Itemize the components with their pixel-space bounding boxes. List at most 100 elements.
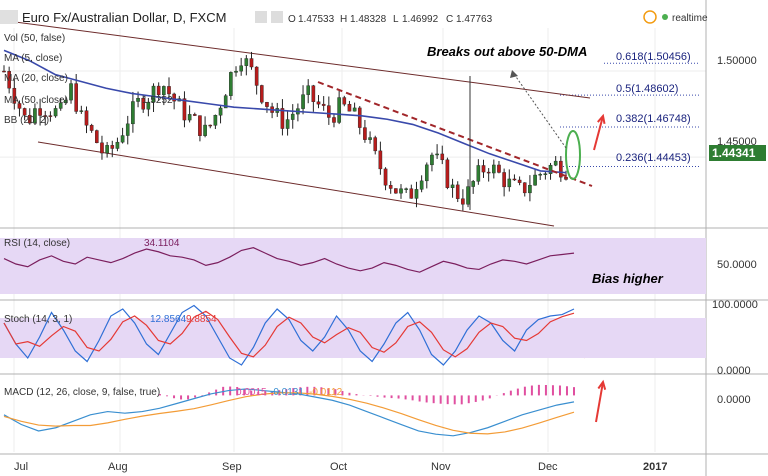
candle-body xyxy=(249,58,254,68)
candle-body xyxy=(481,165,486,173)
candle-body xyxy=(512,178,517,181)
candle-body xyxy=(461,198,465,205)
candle-body xyxy=(311,85,316,102)
fib-0382-label: 0.382(1.46748) xyxy=(616,113,691,125)
candle-body xyxy=(12,87,17,104)
candle-body xyxy=(414,189,419,199)
rsi-band xyxy=(0,238,706,294)
breakout-annotation: Breaks out above 50-DMA xyxy=(427,44,587,59)
rsi-value: 34.1104 xyxy=(144,238,180,249)
red-arrow-0 xyxy=(593,115,604,151)
candle-body xyxy=(502,172,506,188)
stoch-pane xyxy=(0,304,706,366)
stoch-label[interactable]: Stoch (14, 3, 1) xyxy=(4,314,72,325)
candle-body xyxy=(327,105,331,118)
candle-body xyxy=(357,107,362,128)
stoch-k-value: 12.8564 xyxy=(150,314,187,325)
macd-label[interactable]: MACD (12, 26, close, 9, false, true) xyxy=(4,387,160,398)
candle-body xyxy=(419,180,424,190)
candle-body xyxy=(337,97,341,123)
ind-ma5[interactable]: MA (5, close) xyxy=(4,53,62,64)
candle-body xyxy=(564,176,568,180)
candle-body xyxy=(156,85,161,96)
candle-body xyxy=(559,160,563,178)
candle-body xyxy=(476,165,481,182)
breakout-pointer xyxy=(513,73,567,149)
fib-levels xyxy=(560,62,700,168)
time-tick-2017: 2017 xyxy=(643,461,667,473)
last-price: 1.44341 xyxy=(712,146,756,160)
alert-icon[interactable] xyxy=(643,10,657,24)
candle-body xyxy=(43,115,48,117)
candle-body xyxy=(84,110,89,126)
candle-body xyxy=(187,114,192,121)
price-pane xyxy=(0,19,700,423)
candle-body xyxy=(229,72,233,96)
settings-icon[interactable] xyxy=(271,11,283,23)
candle-body xyxy=(208,124,213,127)
c-value: 1.47763 xyxy=(456,14,493,25)
price-tick-150: 1.50000 xyxy=(717,55,757,67)
candle-body xyxy=(136,97,140,102)
time-tick-jul: Jul xyxy=(14,461,28,473)
ind-ma50[interactable]: MA (50, close) xyxy=(4,95,68,106)
channel-lower xyxy=(37,141,555,227)
candle-body xyxy=(95,130,99,144)
stoch-tick-100: 100.0000 xyxy=(712,299,758,311)
candle-body xyxy=(548,164,553,174)
fib-05-label: 0.5(1.48602) xyxy=(616,83,678,95)
candle-body xyxy=(115,141,120,149)
candle-body xyxy=(22,108,27,116)
candle-body xyxy=(316,101,321,105)
candle-body xyxy=(507,178,512,188)
candle-body xyxy=(301,94,305,109)
ind-bb[interactable]: BB (20, 2) xyxy=(4,115,49,126)
h-value: 1.48328 xyxy=(350,14,387,25)
ind-vol[interactable]: Vol (50, false) xyxy=(4,33,65,44)
candle-body xyxy=(378,150,383,170)
breakout-pointer-head xyxy=(510,70,518,78)
candle-body xyxy=(388,185,393,189)
collapse-icon[interactable] xyxy=(0,10,18,24)
candle-body xyxy=(110,145,115,149)
stoch-k-line xyxy=(3,304,575,366)
candle-body xyxy=(368,137,372,140)
time-tick-aug: Aug xyxy=(108,461,128,473)
candle-body xyxy=(492,164,496,174)
candle-body xyxy=(332,117,336,123)
macd-value: -0.0131 xyxy=(270,387,304,398)
candle-body xyxy=(79,110,84,112)
candle-body xyxy=(89,125,94,131)
candle-body xyxy=(33,108,37,124)
descending-channel xyxy=(0,19,591,227)
candle-body xyxy=(146,101,151,110)
rsi-pane xyxy=(0,238,706,294)
red-arrow-head-3 xyxy=(597,379,607,390)
ind-ma20[interactable]: MA (20, close) xyxy=(4,73,68,84)
candle-body xyxy=(430,154,434,166)
red-arrow-head-0 xyxy=(597,113,606,125)
breakout-highlight xyxy=(565,130,581,180)
macd-pane xyxy=(3,384,575,437)
candle-body xyxy=(244,58,249,66)
candle-body xyxy=(265,102,269,107)
candle-body xyxy=(533,174,537,186)
candle-body xyxy=(497,164,501,173)
candle-body xyxy=(58,102,63,109)
candle-body xyxy=(543,173,548,175)
candle-body xyxy=(218,107,223,116)
candle-body xyxy=(69,83,73,101)
candle-body xyxy=(450,184,455,188)
rsi-label[interactable]: RSI (14, close) xyxy=(4,238,70,249)
candle-body xyxy=(7,71,11,89)
eye-icon[interactable] xyxy=(255,11,267,23)
header: Euro Fx/Australian Dollar, D, FXCM O 1.4… xyxy=(0,10,708,25)
time-tick-sep: Sep xyxy=(222,461,242,473)
candle-body xyxy=(471,181,475,187)
candle-body xyxy=(306,85,311,95)
candle-body xyxy=(172,93,176,102)
candle-body xyxy=(125,123,130,136)
candle-body xyxy=(538,174,543,176)
candle-body xyxy=(342,97,347,105)
